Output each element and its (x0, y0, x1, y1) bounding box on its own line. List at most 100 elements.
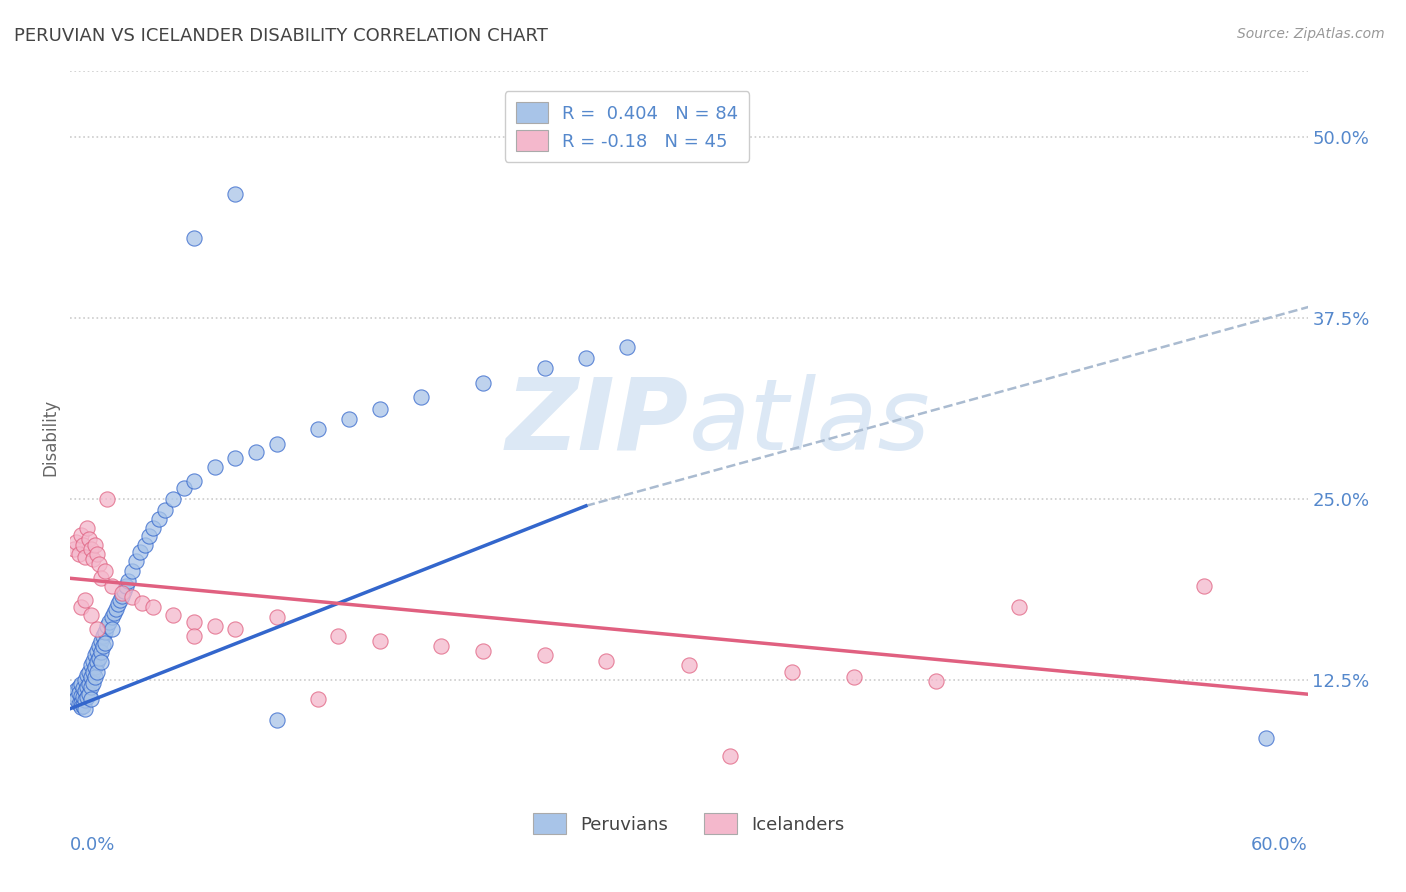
Point (533, 361, 555, 376)
Point (90, 655, 112, 669)
Point (73, 673, 96, 687)
Point (162, 607, 184, 622)
Point (72, 690, 94, 704)
Point (112, 584, 135, 599)
Point (1008, 600, 1031, 615)
Point (84, 648, 107, 662)
Point (430, 640, 453, 654)
Point (183, 615, 205, 629)
Point (91, 640, 114, 654)
Point (307, 691, 329, 706)
Point (678, 658, 700, 673)
Point (67, 686, 90, 700)
Point (69, 696, 91, 710)
Point (89, 640, 111, 654)
Point (153, 503, 176, 517)
Point (89, 651, 111, 665)
Point (73, 701, 96, 715)
Point (86, 655, 108, 669)
Point (266, 610, 288, 624)
Point (94, 636, 117, 650)
Point (84, 659, 107, 673)
Point (1194, 578, 1216, 592)
Point (307, 422, 329, 436)
Point (533, 648, 555, 662)
Point (65, 682, 87, 697)
Point (224, 187, 246, 202)
Point (204, 619, 226, 633)
Point (107, 598, 129, 612)
Point (67, 680, 90, 694)
Point (67, 698, 90, 712)
Point (76, 520, 98, 534)
Point (224, 451, 246, 466)
Point (73, 693, 96, 707)
Point (69, 700, 91, 714)
Point (94, 564, 117, 578)
Point (266, 436, 288, 450)
Point (142, 520, 165, 534)
Point (142, 600, 165, 615)
Point (76, 680, 98, 694)
Point (96, 491, 118, 506)
Point (104, 601, 127, 615)
Point (98, 615, 121, 629)
Point (72, 681, 94, 696)
Point (82, 675, 104, 690)
Point (69, 600, 91, 615)
Point (115, 578, 138, 592)
Point (86, 622, 108, 636)
Point (69, 689, 91, 703)
Text: 60.0%: 60.0% (1251, 836, 1308, 854)
Point (103, 606, 125, 620)
Point (80, 691, 103, 706)
Text: 0.0%: 0.0% (70, 836, 115, 854)
Point (117, 574, 139, 589)
Point (842, 670, 865, 684)
Point (65, 535, 87, 549)
Point (80, 670, 103, 684)
Text: PERUVIAN VS ICELANDER DISABILITY CORRELATION CHART: PERUVIAN VS ICELANDER DISABILITY CORRELA… (14, 27, 548, 45)
Point (616, 340, 638, 354)
Point (409, 390, 432, 404)
Point (131, 596, 153, 610)
Point (129, 545, 152, 559)
Point (780, 665, 803, 680)
Point (91, 629, 114, 643)
Point (63, 542, 86, 557)
Point (73, 593, 96, 607)
Point (86, 547, 108, 561)
Point (595, 654, 617, 668)
Point (72, 538, 94, 552)
Point (89, 557, 111, 571)
Point (80, 658, 103, 673)
Point (134, 538, 156, 552)
Point (80, 607, 103, 622)
Point (82, 665, 104, 680)
Point (77, 665, 100, 680)
Point (77, 687, 100, 701)
Point (100, 610, 122, 624)
Point (148, 512, 170, 526)
Point (245, 445, 267, 459)
Point (125, 554, 148, 568)
Point (63, 687, 86, 701)
Point (121, 590, 143, 604)
Point (73, 549, 96, 564)
Point (82, 552, 104, 566)
Point (162, 491, 184, 506)
Point (84, 538, 107, 552)
Point (96, 619, 118, 633)
Point (224, 622, 246, 636)
Point (183, 231, 205, 245)
Point (328, 629, 350, 643)
Point (471, 376, 494, 390)
Point (77, 532, 100, 546)
Text: atlas: atlas (689, 374, 931, 471)
Text: Source: ZipAtlas.com: Source: ZipAtlas.com (1237, 27, 1385, 41)
Point (108, 593, 131, 607)
Point (111, 586, 134, 600)
Point (100, 578, 122, 592)
Point (121, 564, 143, 578)
Point (183, 475, 205, 489)
